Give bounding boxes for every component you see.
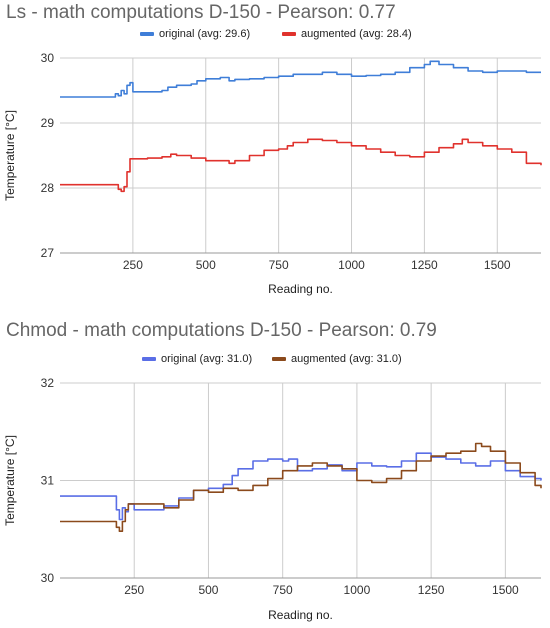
x-tick-label: 500 bbox=[198, 583, 218, 597]
legend-label: original (avg: 29.6) bbox=[159, 28, 250, 40]
y-tick-label: 27 bbox=[41, 246, 55, 260]
x-tick-label: 1500 bbox=[484, 258, 511, 272]
series-line-original bbox=[60, 60, 541, 98]
series-line-augmented bbox=[60, 442, 542, 532]
chart-ls: 27 28 29 30 250 500 750 1000 1250 1500 Reading no.… bbox=[3, 28, 542, 296]
y-tick-label: 30 bbox=[41, 51, 55, 65]
chart-title: Ls - math computations D-150 - Pearson: … bbox=[6, 2, 396, 23]
legend-label: augmented (avg: 28.4) bbox=[301, 28, 412, 40]
chart-panel-chmod: Chmod - math computations D-150 - Pearso… bbox=[0, 318, 550, 628]
x-tick-label: 250 bbox=[123, 258, 143, 272]
x-tick-label: 250 bbox=[124, 583, 144, 597]
x-tick-label: 750 bbox=[269, 258, 289, 272]
series-line-original bbox=[60, 452, 542, 521]
x-axis-label: Reading no. bbox=[268, 282, 333, 296]
chart-title: Chmod - math computations D-150 - Pearso… bbox=[6, 320, 437, 341]
y-axis-label: Temperature [°C] bbox=[3, 435, 17, 526]
x-tick-label: 1500 bbox=[492, 583, 519, 597]
x-tick-label: 1000 bbox=[338, 258, 365, 272]
x-tick-label: 1250 bbox=[418, 583, 445, 597]
legend-label: original (avg: 31.0) bbox=[161, 353, 252, 365]
y-tick-label: 32 bbox=[41, 376, 55, 390]
chart-panel-ls: Ls - math computations D-150 - Pearson: … bbox=[0, 0, 550, 310]
y-tick-label: 29 bbox=[41, 116, 55, 130]
chart-chmod: 30 31 32 250 500 750 1000 1250 1500 Reading no. Te… bbox=[3, 353, 542, 622]
x-tick-label: 500 bbox=[196, 258, 216, 272]
y-tick-label: 30 bbox=[41, 571, 55, 585]
legend-label: augmented (avg: 31.0) bbox=[291, 353, 402, 365]
legend-swatch bbox=[272, 357, 286, 361]
legend-swatch bbox=[140, 32, 154, 36]
series-line-augmented bbox=[60, 138, 542, 193]
legend-swatch bbox=[282, 32, 296, 36]
y-axis-label: Temperature [°C] bbox=[3, 110, 17, 201]
y-tick-label: 31 bbox=[41, 474, 55, 488]
x-tick-label: 1250 bbox=[411, 258, 438, 272]
x-tick-label: 1000 bbox=[344, 583, 371, 597]
x-axis-label: Reading no. bbox=[268, 608, 333, 622]
y-tick-label: 28 bbox=[41, 181, 55, 195]
x-tick-label: 750 bbox=[273, 583, 293, 597]
legend-swatch bbox=[142, 357, 156, 361]
